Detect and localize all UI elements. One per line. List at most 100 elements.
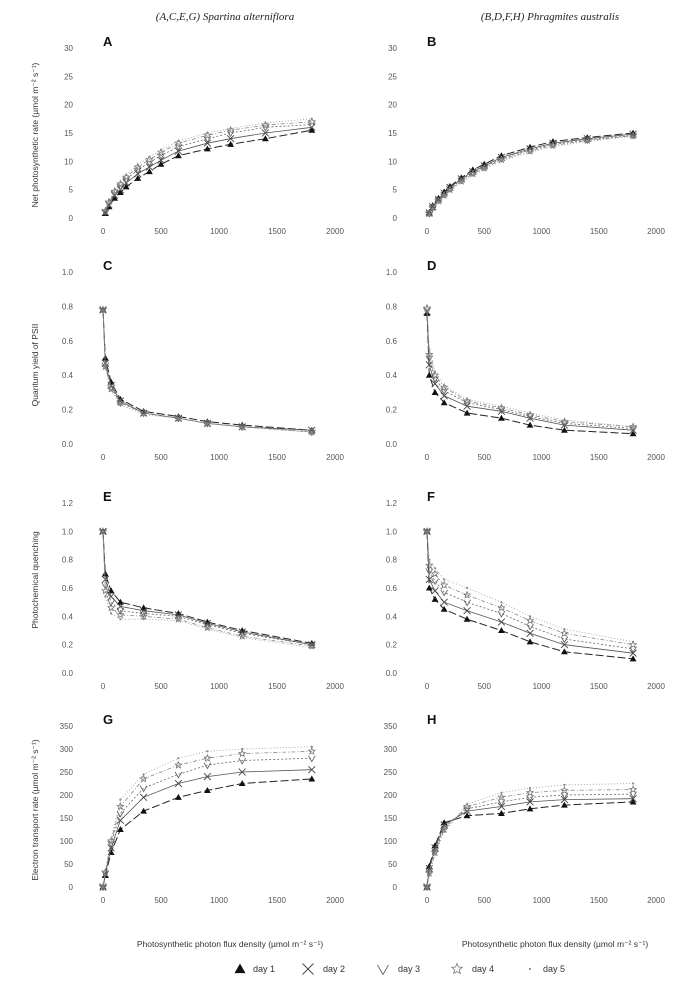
data-point — [433, 567, 437, 570]
data-point — [560, 795, 569, 804]
data-point — [463, 409, 471, 416]
data-point — [113, 188, 116, 191]
data-point — [428, 348, 431, 351]
xtick-label: 2000 — [326, 896, 344, 905]
data-point — [460, 181, 463, 184]
panel-H: H 0 50 100 150 200 250 300 350 0 500 1000 1500 2000 — [384, 712, 666, 905]
xtick-label: 500 — [478, 453, 492, 462]
data-point — [229, 127, 232, 130]
data-point — [116, 183, 125, 191]
data-point — [174, 760, 183, 769]
data-point — [241, 636, 244, 639]
data-point — [431, 587, 439, 595]
data-point — [116, 802, 125, 811]
legend-marker-shape — [450, 962, 464, 975]
data-point — [238, 768, 246, 776]
xtick-label: 500 — [154, 453, 168, 462]
data-point — [433, 853, 437, 856]
data-point — [237, 422, 247, 431]
ytick-label: 0.2 — [386, 406, 398, 415]
xtick-label: 0 — [101, 453, 106, 462]
panel-G: G 0 50 100 150 200 250 300 350 0 500 1000 1500 2000 — [60, 712, 345, 905]
panel-C: C 0.0 0.2 0.4 0.6 0.8 1.0 0 500 1000 1500 2000 — [62, 258, 345, 462]
data-point — [203, 772, 212, 781]
data-point — [500, 405, 503, 408]
ytick-label: 0.2 — [62, 406, 74, 415]
panel-label-C: C — [103, 258, 113, 273]
data-point — [448, 189, 451, 192]
xtick-label: 0 — [101, 682, 106, 691]
ytick-label: 1.0 — [386, 268, 398, 277]
data-point — [471, 173, 474, 177]
ytick-label: 0.0 — [386, 669, 398, 678]
series-line-day4 — [102, 750, 312, 888]
series-line-day1 — [426, 801, 634, 888]
data-point — [119, 798, 122, 801]
data-point — [497, 799, 506, 807]
data-point — [122, 183, 130, 190]
data-point — [528, 151, 532, 154]
ytick-label: 20 — [388, 101, 397, 110]
data-point — [174, 413, 183, 422]
data-point — [121, 172, 131, 181]
data-point — [462, 590, 472, 599]
ytick-label: 0.2 — [62, 641, 74, 650]
data-point — [145, 163, 154, 171]
legend-item-day4: day 4 — [450, 962, 494, 975]
data-point — [629, 791, 637, 799]
data-point — [133, 162, 143, 171]
legend-label-day2: day 2 — [323, 964, 345, 974]
data-point — [206, 627, 209, 631]
data-point — [632, 135, 635, 138]
ytick-label: 0.6 — [386, 337, 398, 346]
ytick-label: 30 — [388, 44, 397, 53]
series-line-day3 — [428, 134, 634, 214]
data-point — [116, 610, 125, 619]
data-point — [174, 147, 183, 155]
row-ylabel-4: Electron transport rate (µmol m⁻² s⁻¹) — [30, 739, 40, 881]
xtick-label: 1500 — [590, 896, 608, 905]
ytick-label: 30 — [64, 44, 73, 53]
data-point — [146, 168, 153, 175]
row-ylabel-3: Photochemical quenching — [30, 531, 40, 629]
data-point — [629, 646, 637, 654]
data-point — [262, 135, 269, 142]
data-point — [497, 618, 506, 626]
xtick-label: 500 — [154, 896, 168, 905]
data-point — [142, 773, 145, 776]
data-point — [440, 392, 448, 400]
data-point — [227, 140, 234, 147]
data-point — [440, 605, 448, 612]
data-point — [116, 816, 125, 825]
xtick-label: 0 — [425, 227, 430, 236]
legend-marker-shape — [377, 964, 389, 976]
data-point — [462, 802, 472, 811]
legend-marker-shape — [302, 963, 314, 975]
series-line-day5 — [426, 306, 634, 428]
data-point — [422, 882, 432, 891]
data-point — [560, 785, 569, 794]
series-line-day5 — [426, 531, 634, 643]
data-point — [629, 798, 637, 805]
data-point — [498, 414, 505, 421]
legend-label-day1: day 1 — [253, 964, 275, 974]
data-point — [549, 141, 557, 149]
ytick-label: 350 — [384, 722, 398, 731]
xtick-label: 1000 — [533, 896, 551, 905]
data-point — [203, 762, 212, 770]
data-point — [429, 202, 437, 211]
data-point — [174, 771, 183, 779]
series-line-day1 — [428, 132, 634, 213]
data-point — [139, 774, 148, 783]
data-point — [628, 422, 638, 431]
data-point — [159, 148, 163, 152]
data-point — [469, 170, 477, 177]
ytick-label: 0.6 — [386, 584, 398, 593]
legend-item-day2: day 2 — [302, 963, 345, 975]
data-point — [238, 757, 246, 765]
data-point — [629, 655, 637, 662]
data-point — [110, 837, 113, 840]
ytick-label: 0 — [69, 214, 74, 223]
ytick-label: 0.0 — [62, 440, 74, 449]
legend-label-day4: day 4 — [472, 964, 494, 974]
